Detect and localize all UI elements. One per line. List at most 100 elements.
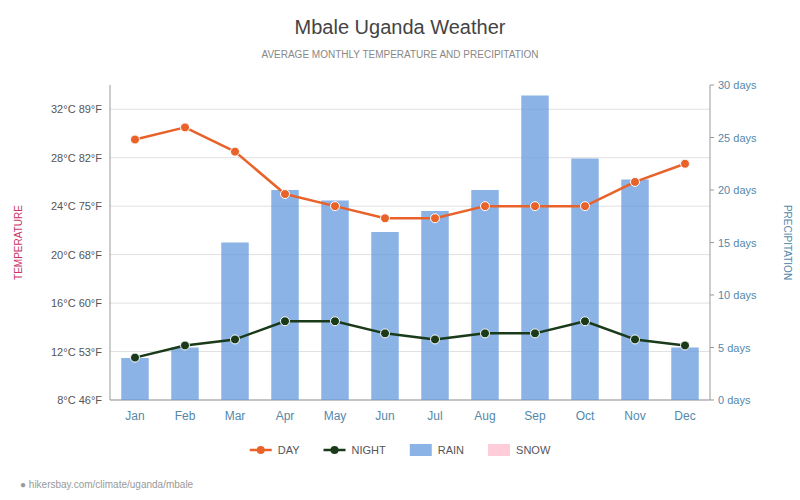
x-tick-label: Jan: [125, 409, 144, 423]
bar: [171, 348, 199, 401]
line: [135, 127, 685, 218]
legend-label: NIGHT: [352, 444, 387, 456]
legend-item: SNOW: [488, 444, 551, 456]
point: [131, 135, 140, 144]
grid-line: [110, 351, 710, 352]
point: [181, 341, 190, 350]
grid-line: [110, 157, 710, 158]
point: [631, 335, 640, 344]
y2-tick: [710, 400, 714, 401]
legend-marker: [257, 446, 265, 454]
y2-tick: [710, 190, 714, 191]
bar: [621, 180, 649, 401]
point: [681, 341, 690, 350]
point: [281, 317, 290, 326]
y2-tick-label: 20 days: [718, 184, 757, 196]
legend-label: SNOW: [516, 444, 551, 456]
point: [331, 317, 340, 326]
y-axis-title: TEMPERATURE: [13, 205, 24, 280]
grid-line: [110, 303, 710, 304]
point: [231, 335, 240, 344]
bar: [421, 211, 449, 400]
bar: [521, 96, 549, 401]
y-axis-line: [110, 85, 111, 400]
point: [581, 202, 590, 211]
point: [381, 329, 390, 338]
y2-tick: [710, 242, 714, 243]
x-tick-label: Mar: [225, 409, 246, 423]
line: [135, 321, 685, 357]
y-tick-label: 12°C 53°F: [51, 346, 102, 358]
legend: DAY NIGHT RAIN SNOW: [250, 444, 551, 456]
bar: [121, 358, 149, 400]
point: [631, 177, 640, 186]
bar: [471, 190, 499, 400]
x-tick-label: Nov: [624, 409, 645, 423]
point: [481, 329, 490, 338]
y-tick-label: 8°C 46°F: [57, 394, 102, 406]
bar: [571, 159, 599, 401]
plot-data: [121, 96, 699, 401]
x-tick-label: May: [324, 409, 347, 423]
y2-tick: [710, 347, 714, 348]
y2-tick-label: 25 days: [718, 132, 757, 144]
point: [381, 214, 390, 223]
x-axis-line: [110, 400, 710, 401]
legend-label: RAIN: [438, 444, 464, 456]
point: [581, 317, 590, 326]
bar: [221, 243, 249, 401]
point: [531, 202, 540, 211]
point: [181, 123, 190, 132]
point: [331, 202, 340, 211]
point: [431, 214, 440, 223]
point: [131, 353, 140, 362]
point: [231, 147, 240, 156]
grid-line: [110, 109, 710, 110]
bar: [671, 348, 699, 401]
title: Mbale Uganda Weather: [295, 16, 506, 38]
y2-tick-label: 30 days: [718, 79, 757, 91]
legend-marker: [331, 446, 339, 454]
y2-tick-label: 15 days: [718, 237, 757, 249]
legend-label: DAY: [278, 444, 300, 456]
y-tick-label: 28°C 82°F: [51, 152, 102, 164]
y-tick-label: 24°C 75°F: [51, 200, 102, 212]
bar: [321, 201, 349, 401]
watermark: ● hikersbay.com/climate/uganda/mbale: [20, 479, 194, 490]
x-tick-label: Jul: [427, 409, 442, 423]
lines: [131, 123, 690, 362]
legend-swatch: [488, 444, 510, 456]
bars: [121, 96, 699, 401]
legend-swatch: [410, 444, 432, 456]
bar: [371, 232, 399, 400]
chart: Mbale Uganda Weather AVERAGE MONTHLY TEMP…: [0, 0, 800, 500]
y-tick-label: 16°C 60°F: [51, 297, 102, 309]
legend-item: RAIN: [410, 444, 464, 456]
legend-item: DAY: [250, 444, 300, 456]
y2-axis-line: [710, 85, 711, 400]
grid-line: [110, 400, 710, 401]
grid-line: [110, 206, 710, 207]
point: [481, 202, 490, 211]
x-tick-label: Sep: [524, 409, 546, 423]
x-tick-label: Feb: [175, 409, 196, 423]
y-tick-label: 20°C 68°F: [51, 249, 102, 261]
y2-axis-title: PRECIPITATION: [782, 205, 793, 280]
point: [281, 190, 290, 199]
legend-item: NIGHT: [324, 444, 387, 456]
x-tick-label: Aug: [474, 409, 495, 423]
y2-tick-label: 5 days: [718, 342, 751, 354]
point: [431, 335, 440, 344]
y2-tick-label: 0 days: [718, 394, 751, 406]
x-tick-label: Oct: [576, 409, 595, 423]
x-tick-label: Dec: [674, 409, 695, 423]
point: [531, 329, 540, 338]
grid: [110, 109, 710, 400]
subtitle: AVERAGE MONTHLY TEMPERATURE AND PRECIPIT…: [261, 49, 538, 60]
y-tick-label: 32°C 89°F: [51, 103, 102, 115]
y2-tick: [710, 295, 714, 296]
y2-tick: [710, 137, 714, 138]
y2-tick: [710, 85, 714, 86]
grid-line: [110, 254, 710, 255]
point: [681, 159, 690, 168]
